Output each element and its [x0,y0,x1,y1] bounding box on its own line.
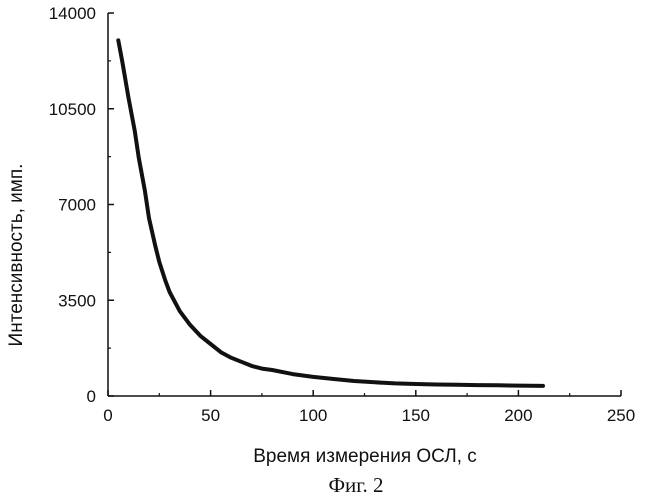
x-tick-label: 50 [201,406,220,425]
x-axis-label: Время измерения ОСЛ, с [253,446,477,467]
x-tick-label: 150 [402,406,430,425]
plot-area [118,40,543,386]
y-tick-label: 0 [87,387,96,406]
y-tick-label: 10500 [49,100,96,119]
chart-axes [108,13,621,396]
figure-caption: Фиг. 2 [328,473,383,497]
y-tick-label: 7000 [58,196,96,215]
y-axis-ticks: 0 3500 7000 10500 14000 [49,4,114,406]
y-tick-label: 14000 [49,4,96,23]
y-tick-label: 3500 [58,291,96,310]
x-tick-label: 100 [299,406,327,425]
x-tick-label: 200 [504,406,532,425]
y-axis-label: Интенсивность, имп. [6,164,27,347]
x-tick-label: 250 [607,406,635,425]
decay-curve [118,40,543,386]
x-tick-label: 0 [103,406,112,425]
